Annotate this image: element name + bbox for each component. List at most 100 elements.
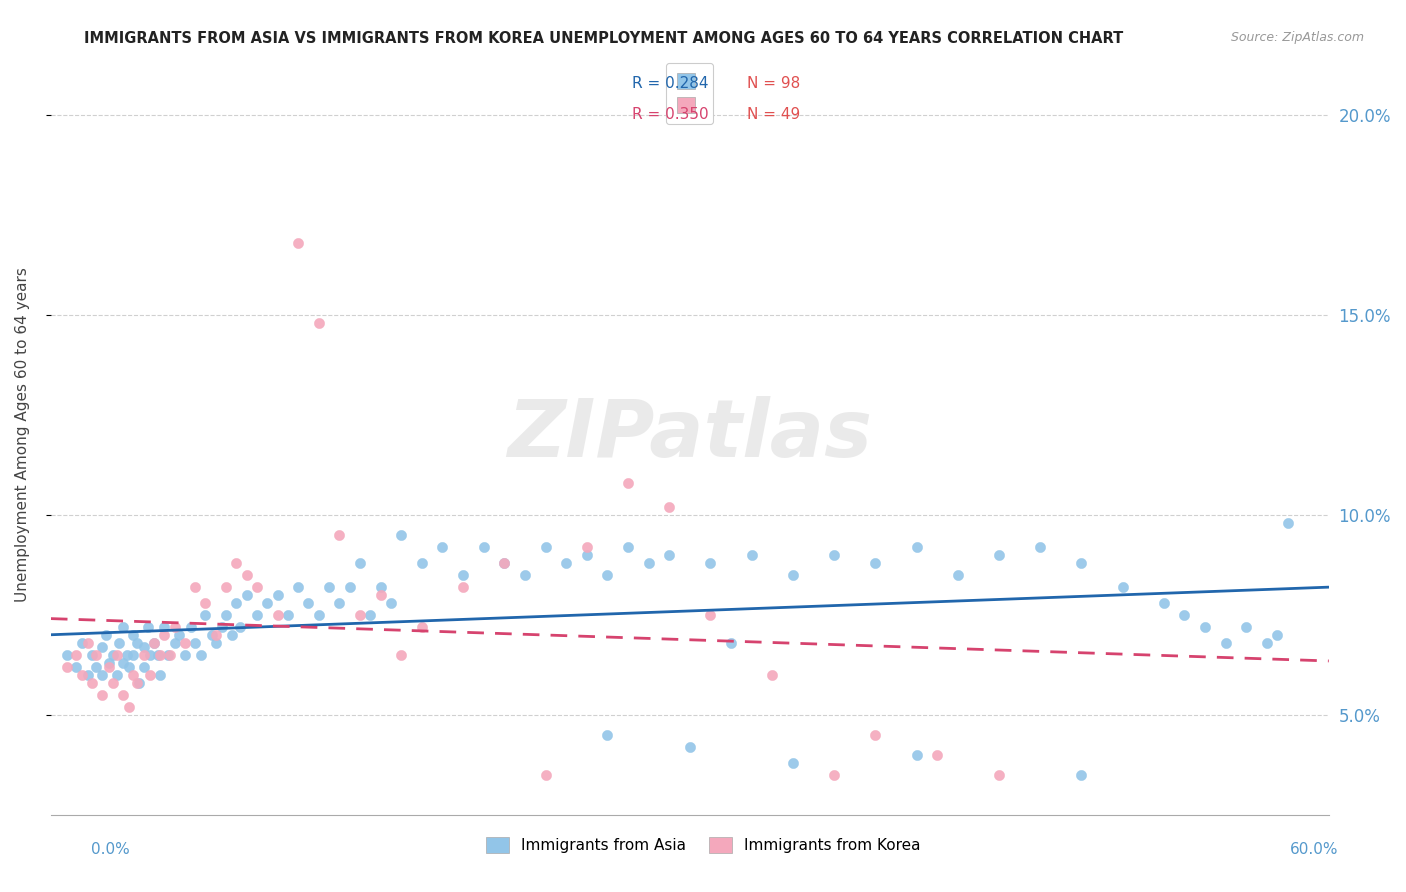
Point xyxy=(132,640,155,654)
Point xyxy=(235,567,257,582)
Point xyxy=(339,580,361,594)
Point xyxy=(927,747,949,762)
Point xyxy=(946,567,969,582)
Point xyxy=(146,648,169,662)
Point xyxy=(159,648,181,662)
Text: 0.0%: 0.0% xyxy=(91,842,131,856)
Point xyxy=(596,567,619,582)
Point xyxy=(349,556,371,570)
Point xyxy=(215,607,238,622)
Point xyxy=(389,528,412,542)
Point xyxy=(699,607,721,622)
Point xyxy=(108,636,131,650)
Point xyxy=(111,656,134,670)
Point xyxy=(494,556,516,570)
Point xyxy=(65,648,87,662)
Point xyxy=(246,607,269,622)
Point xyxy=(761,667,783,681)
Point xyxy=(149,648,172,662)
Point xyxy=(173,648,195,662)
Point xyxy=(225,556,247,570)
Point xyxy=(370,580,392,594)
Point xyxy=(111,688,134,702)
Point xyxy=(256,596,278,610)
Point xyxy=(389,648,412,662)
Point xyxy=(266,588,288,602)
Point xyxy=(575,540,598,554)
Point xyxy=(132,659,155,673)
Point xyxy=(370,588,392,602)
Text: ZIPatlas: ZIPatlas xyxy=(508,396,872,474)
Point xyxy=(1277,516,1299,530)
Point xyxy=(782,756,804,770)
Point xyxy=(287,580,309,594)
Point xyxy=(153,628,176,642)
Point xyxy=(1194,620,1216,634)
Point xyxy=(451,567,474,582)
Point xyxy=(204,636,226,650)
Point xyxy=(65,659,87,673)
Point xyxy=(80,648,103,662)
Point xyxy=(658,548,681,562)
Point xyxy=(555,556,578,570)
Point xyxy=(77,636,100,650)
Point xyxy=(118,699,141,714)
Point xyxy=(494,556,516,570)
Point xyxy=(122,667,145,681)
Point xyxy=(215,580,238,594)
Point xyxy=(128,675,150,690)
Point xyxy=(596,728,619,742)
Point xyxy=(105,667,128,681)
Point xyxy=(225,596,247,610)
Point xyxy=(127,636,149,650)
Point xyxy=(115,648,138,662)
Point xyxy=(1256,636,1278,650)
Point xyxy=(122,628,145,642)
Point xyxy=(359,607,381,622)
Point xyxy=(720,636,742,650)
Point xyxy=(84,648,107,662)
Point xyxy=(865,728,887,742)
Point xyxy=(204,628,226,642)
Point xyxy=(513,567,536,582)
Point xyxy=(297,596,319,610)
Point xyxy=(308,607,330,622)
Point xyxy=(91,688,114,702)
Point xyxy=(1070,767,1092,781)
Point xyxy=(194,596,217,610)
Point xyxy=(1173,607,1195,622)
Point xyxy=(534,540,557,554)
Text: N = 49: N = 49 xyxy=(748,107,800,122)
Point xyxy=(91,667,114,681)
Point xyxy=(56,659,79,673)
Point xyxy=(105,648,128,662)
Point xyxy=(617,475,640,490)
Point xyxy=(823,548,845,562)
Point xyxy=(184,580,207,594)
Point xyxy=(70,667,93,681)
Point xyxy=(534,767,557,781)
Point xyxy=(1153,596,1175,610)
Point xyxy=(180,620,202,634)
Point xyxy=(201,628,224,642)
Point xyxy=(287,235,309,250)
Point xyxy=(988,767,1011,781)
Point xyxy=(1070,556,1092,570)
Point xyxy=(246,580,269,594)
Point xyxy=(1215,636,1237,650)
Point xyxy=(127,675,149,690)
Point xyxy=(905,747,928,762)
Point xyxy=(184,636,207,650)
Point xyxy=(77,667,100,681)
Point xyxy=(211,620,233,634)
Text: Source: ZipAtlas.com: Source: ZipAtlas.com xyxy=(1230,31,1364,45)
Point xyxy=(782,567,804,582)
Point xyxy=(380,596,402,610)
Point xyxy=(132,648,155,662)
Legend: Immigrants from Asia, Immigrants from Korea: Immigrants from Asia, Immigrants from Ko… xyxy=(479,831,927,859)
Point xyxy=(139,667,162,681)
Y-axis label: Unemployment Among Ages 60 to 64 years: Unemployment Among Ages 60 to 64 years xyxy=(15,268,30,602)
Point xyxy=(153,620,176,634)
Point xyxy=(637,556,659,570)
Text: R = 0.350: R = 0.350 xyxy=(633,107,709,122)
